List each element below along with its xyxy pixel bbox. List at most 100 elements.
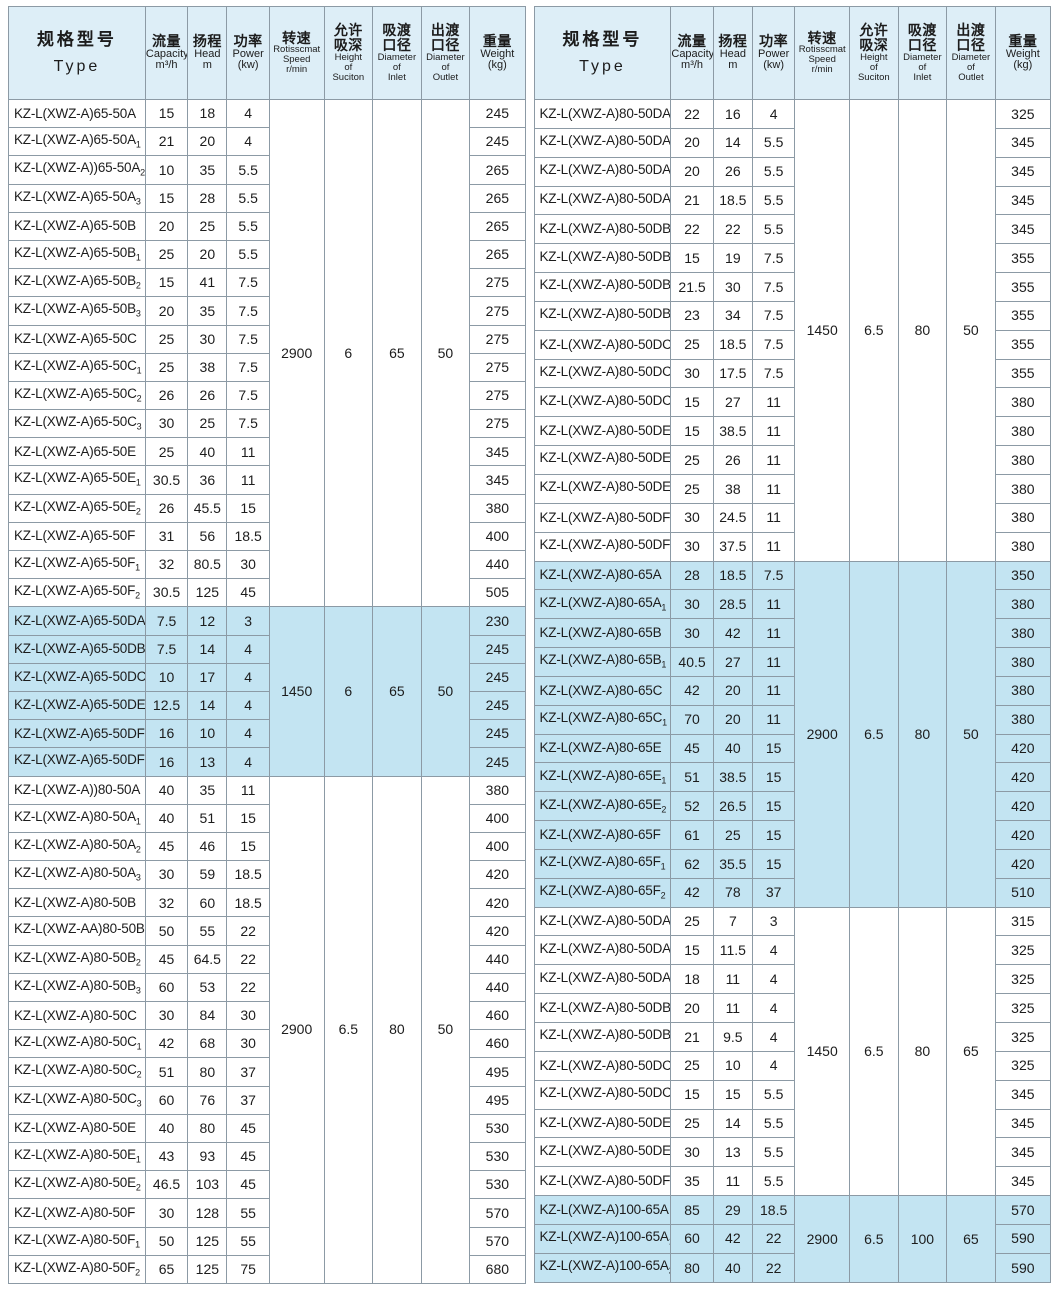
cell-model: KZ-L(XWZ-A)80-50DB3: [533, 300, 672, 331]
cell-head: 15: [712, 1079, 753, 1110]
cell-capacity: 20: [670, 156, 714, 187]
cell-power: 4: [226, 690, 270, 721]
cell-head: 40: [712, 1252, 753, 1284]
table-row: KZ-L(XWZ-A)80-50DC2152711 380: [533, 387, 1052, 418]
cell-weight: 510: [994, 877, 1052, 908]
cell-head: 51: [187, 803, 228, 833]
table-row: KZ-L(XWZ-A)80-50DA120145.5 345: [533, 127, 1052, 158]
cell-head: 35: [187, 775, 228, 805]
table-row: KZ-L(XWZ-A)65-50DA 7.5 12 3 1450 6 65 50 230: [8, 606, 526, 777]
cell-inlet: 80: [897, 560, 948, 908]
cell-capacity: 25: [144, 324, 189, 354]
cell-weight: 570: [469, 1226, 526, 1256]
cell-capacity: 16: [144, 719, 189, 749]
cell-power: 4: [751, 99, 796, 129]
cell-weight: 325: [994, 1050, 1052, 1081]
cell-capacity: 35: [670, 1166, 714, 1197]
cell-head: 9.5: [712, 1022, 753, 1052]
cell-head: 46: [187, 831, 228, 862]
cell-weight: 275: [469, 268, 526, 298]
cell-weight: 355: [994, 300, 1052, 331]
col-header-weight-zh: 重量: [482, 33, 512, 50]
cell-capacity: 25: [144, 352, 189, 382]
table-row: KZ-L(XWZ-A)80-50DE 15 38.5 11 380: [533, 416, 1052, 447]
table-row: KZ-L(XWZ-A)80-50B2 45 64.5 22 440: [8, 944, 526, 974]
cell-model: KZ-L(XWZ-A)80-65B1: [533, 647, 672, 677]
col-header-inlet-zh2: 口径: [907, 37, 937, 54]
cell-model: KZ-L(XWZ-A)80-65E2: [533, 791, 672, 822]
col-header-suction-en3: Suciton: [857, 71, 890, 83]
cell-capacity: 32: [144, 549, 189, 580]
cell-capacity: 25: [670, 1050, 714, 1081]
table-row: KZ-L(XWZ-A)65-50DC 10 17 4 245: [8, 662, 526, 692]
table-row: KZ-L(XWZ-A)80-50C2 51 80 37 495: [8, 1057, 526, 1087]
cell-head: 60: [187, 888, 228, 918]
cell-model: KZ-L(XWZ-A)80-65F1: [533, 848, 672, 879]
cell-power: 7.5: [751, 560, 796, 591]
cell-capacity: 30.5: [144, 465, 189, 495]
table-row: KZ-L(XWZ-A)80-65C 42 20 11 380: [533, 675, 1052, 706]
cell-model: KZ-L(XWZ-A)80-50F: [8, 1198, 146, 1228]
cell-head: 20: [712, 675, 753, 706]
cell-power: 11: [751, 618, 796, 649]
cell-power: 75: [226, 1254, 270, 1284]
cell-power: 11: [751, 675, 796, 706]
cell-model: KZ-L(XWZ-A)80-65E: [533, 733, 672, 764]
cell-head: 80: [187, 1057, 228, 1087]
cell-power: 11: [751, 704, 796, 735]
table-row: KZ-L(XWZ-A)65-50E 25 40 11 345: [8, 437, 526, 467]
cell-model: KZ-L(XWZ-A)65-50F1: [8, 549, 146, 580]
cell-capacity: 21.5: [670, 272, 714, 302]
col-header-capacity: 流量 Capacity m³/h: [144, 6, 189, 100]
table-row: KZ-L(XWZ-A)65-50DF 16 10 4 245: [8, 719, 526, 749]
cell-model: KZ-L(XWZ-A)80-50DB: [533, 214, 672, 245]
cell-power: 11: [226, 775, 270, 805]
cell-head: 93: [187, 1141, 228, 1172]
cell-capacity: 45: [670, 733, 714, 764]
table-body-left: KZ-L(XWZ-A)65-50A 15 18 4 2900 6 65 50 245 KZ-L(X…: [8, 98, 526, 1284]
cell-power: 5.5: [751, 1079, 796, 1110]
cell-power: 7.5: [226, 324, 270, 354]
table-row: KZ-L(XWZ-A)80-50E2 46.5 103 45 530: [8, 1170, 526, 1200]
cell-weight: 380: [994, 502, 1052, 533]
cell-power: 11: [226, 437, 270, 467]
cell-power: 5.5: [226, 239, 270, 270]
cell-model: KZ-L(XWZ-A)80-65C1: [533, 704, 672, 735]
cell-power: 37: [751, 877, 796, 908]
cell-power: 22: [751, 1223, 796, 1254]
cell-outlet: 65: [946, 906, 996, 1197]
cell-weight: 420: [994, 791, 1052, 822]
cell-model: KZ-L(XWZ-A)80-50F1: [8, 1226, 146, 1256]
table-row: KZ-L(XWZ-A)80-50E 40 80 45 530: [8, 1113, 526, 1143]
cell-capacity: 60: [144, 1085, 189, 1115]
cell-model: KZ-L(XWZ-A)65-50DF: [8, 719, 146, 749]
cell-model: KZ-L(XWZ-A)65-50B1: [8, 239, 146, 270]
cell-head: 26: [712, 156, 753, 187]
table-row: KZ-L(XWZ-A)80-50DF 30 24.5 11 380: [533, 502, 1052, 533]
cell-capacity: 40: [144, 803, 189, 833]
cell-power: 4: [226, 634, 270, 664]
cell-weight: 345: [469, 437, 526, 467]
cell-capacity: 61: [670, 820, 714, 850]
cell-weight: 570: [469, 1198, 526, 1228]
cell-capacity: 30: [670, 531, 714, 562]
cell-power: 11: [751, 589, 796, 620]
col-header-weight-unit: (kg): [1013, 59, 1033, 72]
cell-weight: 265: [469, 155, 526, 185]
table-row: KZ-L(XWZ-A)65-50F1 32 80.5 30 440: [8, 549, 526, 580]
cell-weight: 590: [994, 1223, 1052, 1254]
cell-model: KZ-L(XWZ-A)65-50A3: [8, 183, 146, 213]
col-header-weight: 重量 Weight (kg): [469, 6, 526, 100]
cell-capacity: 15: [670, 935, 714, 966]
cell-suction: 6.5: [849, 560, 899, 908]
cell-capacity: 30: [670, 358, 714, 389]
cell-power: 30: [226, 1000, 270, 1031]
cell-model: KZ-L(XWZ-A)80-50F2: [8, 1254, 146, 1284]
col-header-speed-unit: r/min: [811, 64, 833, 76]
cell-head: 27: [712, 647, 753, 677]
left-table-wrap: 规格型号 Type 流量 Capacity m³/h 扬程 Head m 功: [8, 6, 526, 1284]
cell-capacity: 18: [670, 964, 714, 995]
